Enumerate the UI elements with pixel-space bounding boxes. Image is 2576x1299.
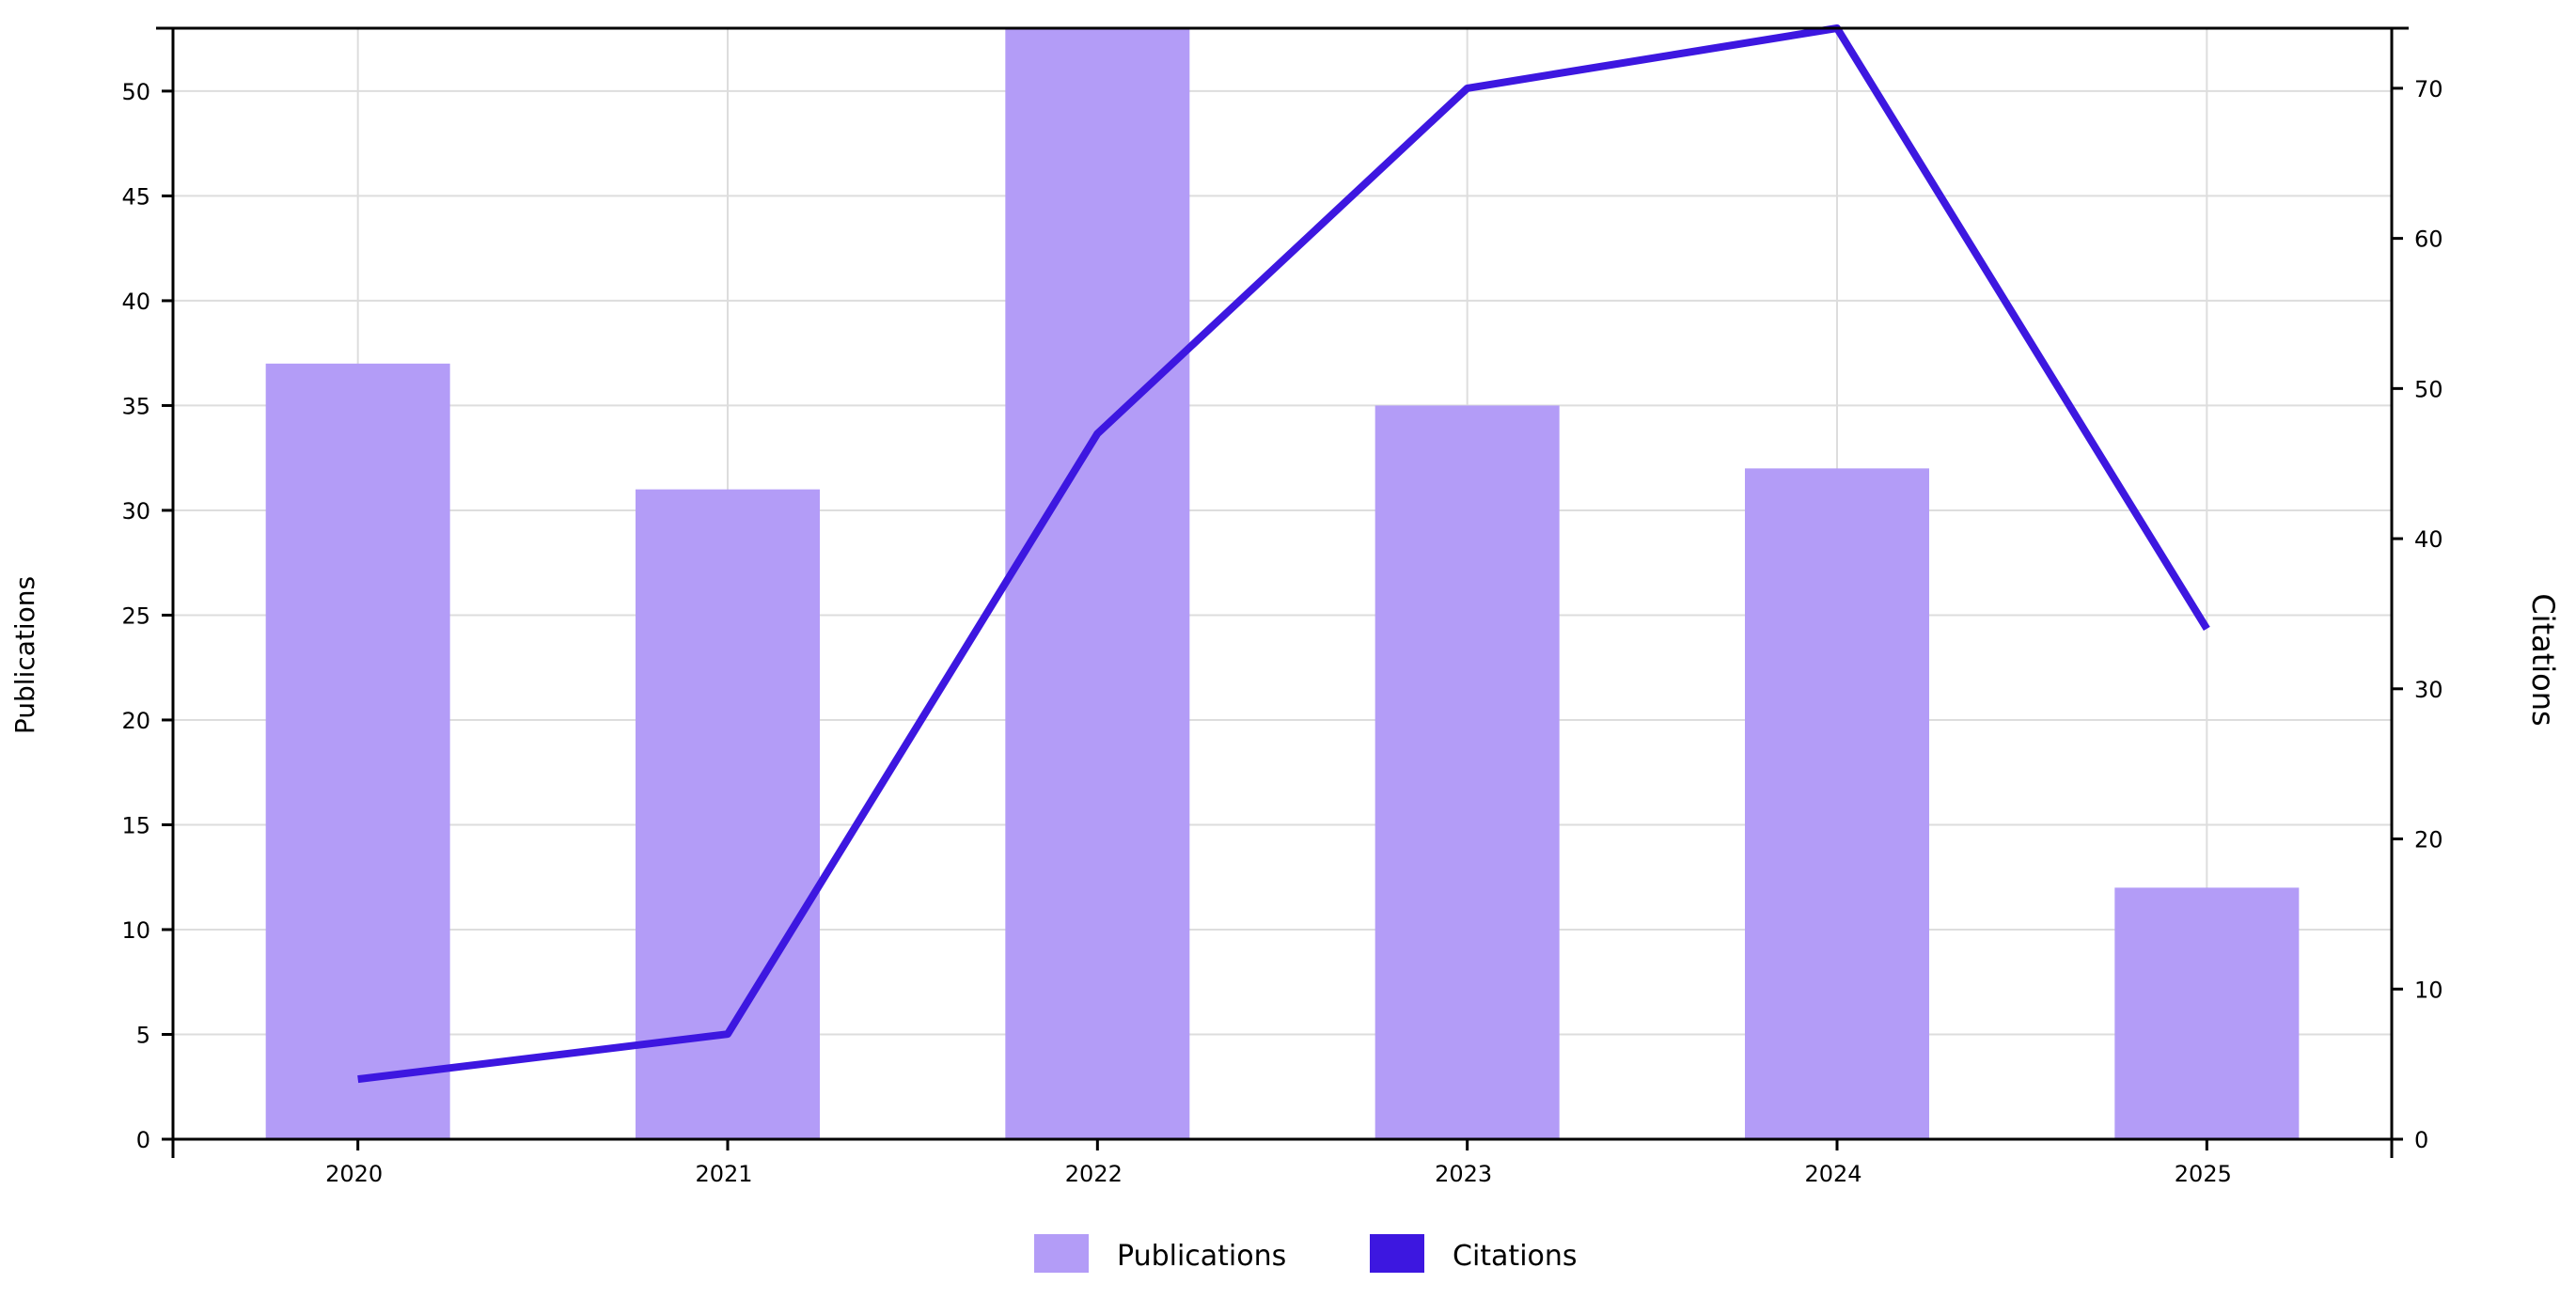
y-right-tick-label: 20 [2414,827,2443,853]
citations-line [357,24,2210,1084]
line-series [357,24,2210,1084]
bar-2022 [1005,28,1190,1139]
y-right-tick-label: 70 [2414,76,2443,102]
x-tick-label-2020: 2020 [325,1161,383,1187]
x-tick-label-2025: 2025 [2175,1161,2232,1187]
y-right-tick-label: 30 [2414,677,2443,703]
x-tick-label-2023: 2023 [1435,1161,1492,1187]
legend-label-citations: Citations [1453,1240,1578,1273]
bar-2024 [1745,468,1929,1140]
y-left-tick-label: 25 [121,603,150,629]
y-left-tick-label: 5 [136,1022,150,1048]
y-axis-left-title: Publications [9,576,40,734]
y-left-tick-label: 40 [121,289,150,315]
y-left-tick-label: 15 [121,812,150,838]
y-left-tick-label: 30 [121,498,150,524]
y-left-tick-label: 0 [136,1127,150,1153]
y-left-tick-label: 50 [121,79,150,105]
y-left-tick-label: 45 [121,183,150,210]
y-left-tick-label: 35 [121,393,150,419]
y-right-tick-label: 10 [2414,977,2443,1003]
x-tick-label-2021: 2021 [695,1161,752,1187]
legend-swatch-publications [1034,1234,1089,1273]
y-axis-right-title: Citations [2525,593,2561,726]
bar-2023 [1374,405,1560,1139]
y-right-tick-label: 40 [2414,526,2443,553]
y-left-tick-label: 10 [121,917,150,944]
y-right-tick-label: 50 [2414,376,2443,402]
legend-label-publications: Publications [1117,1240,1286,1273]
bar-series [265,28,2300,1140]
y-right-tick-label: 0 [2414,1127,2428,1153]
bar-2025 [2114,887,2300,1139]
legend: Publications Citations [1034,1234,1578,1273]
x-tick-label-2024: 2024 [1804,1161,1861,1187]
x-tick-label-2022: 2022 [1065,1161,1123,1187]
y-right-tick-label: 60 [2414,227,2443,253]
y-left-tick-label: 20 [121,708,150,734]
legend-swatch-citations [1370,1234,1424,1273]
axes [156,26,2409,1158]
grid [173,28,2392,1140]
bar-2020 [265,363,450,1139]
